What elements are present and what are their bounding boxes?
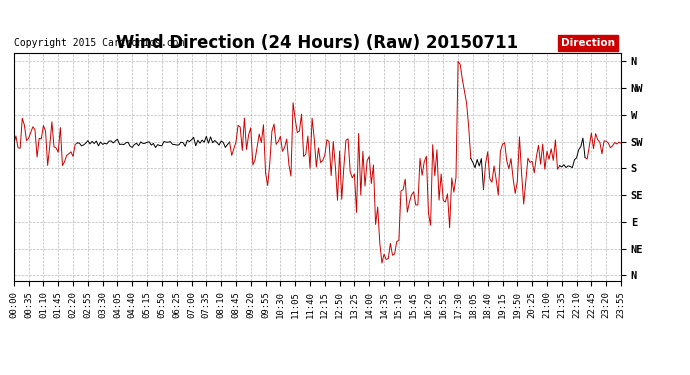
- Title: Wind Direction (24 Hours) (Raw) 20150711: Wind Direction (24 Hours) (Raw) 20150711: [117, 34, 518, 53]
- Text: Copyright 2015 Cartronics.com: Copyright 2015 Cartronics.com: [14, 38, 184, 48]
- Text: Direction: Direction: [561, 38, 615, 48]
